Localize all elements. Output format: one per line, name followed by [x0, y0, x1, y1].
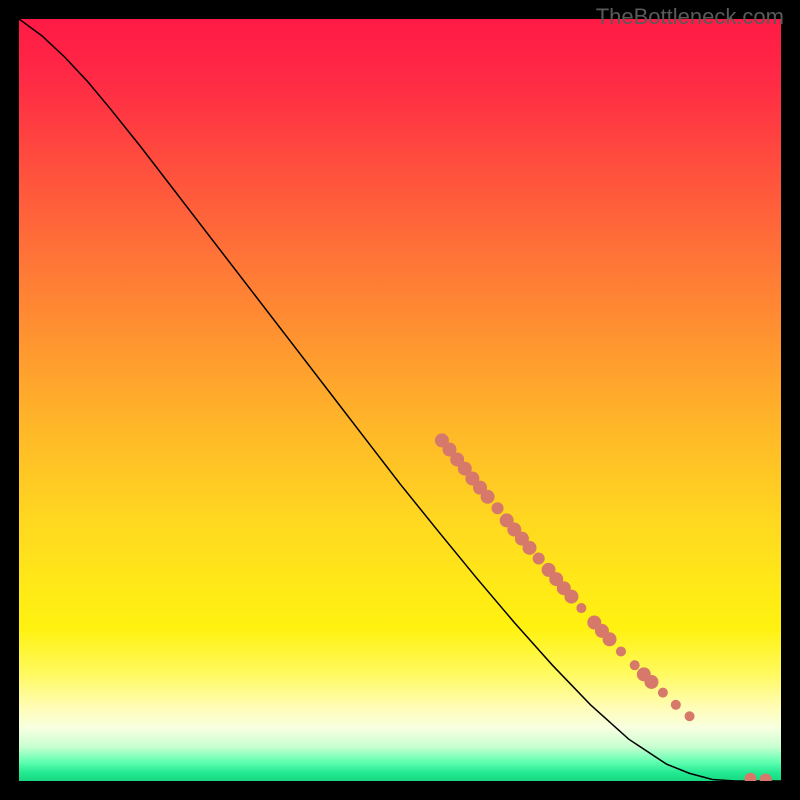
scatter-point	[644, 675, 658, 689]
scatter-point	[616, 646, 626, 656]
scatter-point	[564, 590, 578, 604]
scatter-point	[533, 553, 545, 565]
scatter-point	[481, 490, 495, 504]
chart-svg	[19, 19, 781, 781]
scatter-point	[523, 541, 537, 555]
gradient-background	[19, 19, 781, 781]
scatter-point	[671, 700, 681, 710]
scatter-point	[685, 711, 695, 721]
scatter-point	[630, 660, 640, 670]
scatter-point	[492, 502, 504, 514]
scatter-point	[658, 688, 668, 698]
scatter-point	[576, 603, 586, 613]
scatter-point	[603, 632, 617, 646]
watermark-text: TheBottleneck.com	[596, 4, 784, 30]
chart-area	[19, 19, 781, 781]
